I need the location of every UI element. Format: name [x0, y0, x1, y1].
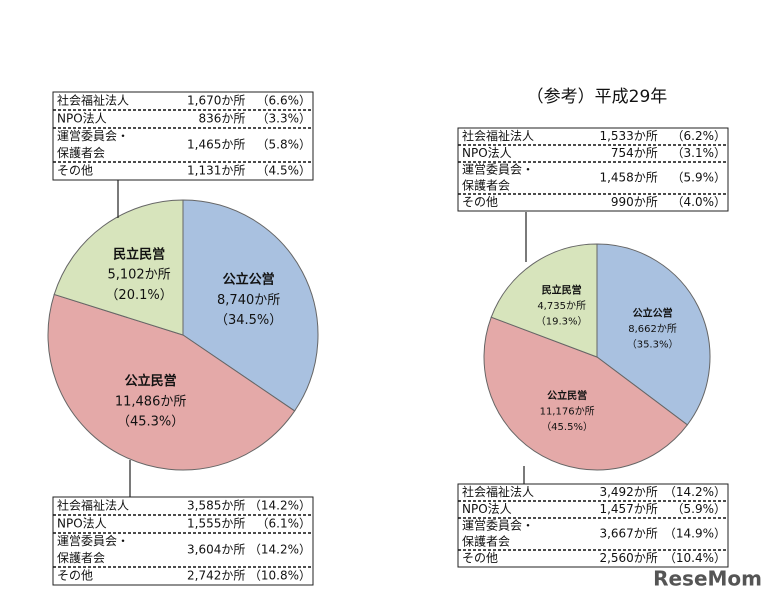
slice-percent-label: （45.5%）: [541, 421, 593, 433]
pie-slice: [47, 293, 296, 471]
slice-value-label: 11,486か所: [115, 394, 187, 409]
slice-value-label: 11,176か所: [540, 405, 595, 417]
row-share: （6.2%）: [672, 129, 727, 143]
table-box: [52, 496, 314, 586]
row-name: NPO法人: [57, 517, 107, 531]
slice-value-label: 8,740か所: [217, 293, 280, 308]
table-box: [457, 127, 729, 212]
slice-percent-label: （45.3%）: [117, 414, 184, 429]
row-count: 1,670か所: [187, 94, 245, 108]
row-name: 社会福祉法人: [57, 498, 129, 513]
row-count: 836か所: [198, 112, 245, 126]
row-name: その他: [462, 195, 498, 209]
row-share: （6.6%）: [257, 94, 312, 108]
pie-slice: [490, 243, 598, 358]
row-count: 1,131か所: [187, 164, 245, 178]
row-name: 社会福祉法人: [57, 93, 129, 108]
row-share: （3.1%）: [672, 146, 727, 160]
row-share: （5.9%）: [672, 171, 727, 185]
slice-percent-label: （34.5%）: [215, 313, 282, 328]
row-name: 保護者会: [462, 178, 510, 193]
row-share: （6.1%）: [257, 517, 312, 531]
row-count: 2,742か所: [187, 569, 245, 583]
row-share: （3.3%）: [257, 112, 312, 126]
row-share: （14.2%）: [249, 499, 311, 513]
slice-category: 公立民営: [547, 389, 587, 402]
row-name: 社会福祉法人: [462, 484, 534, 499]
row-count: 3,585か所: [187, 499, 245, 513]
slice-percent-label: （35.3%）: [627, 339, 679, 351]
row-name: 保護者会: [462, 534, 510, 549]
row-count: 3,604か所: [187, 543, 245, 557]
row-count: 3,667か所: [599, 527, 657, 541]
row-count: 2,560か所: [599, 551, 657, 565]
chart-title: （参考）平成29年: [527, 87, 668, 107]
row-name: 運営委員会・: [57, 534, 129, 548]
pie-slice: [53, 199, 184, 336]
row-share: （14.2%）: [249, 543, 311, 557]
row-share: （14.9%）: [664, 527, 726, 541]
row-name: その他: [57, 569, 93, 583]
row-count: 1,465か所: [187, 138, 245, 152]
row-name: NPO法人: [462, 146, 512, 160]
row-count: 1,555か所: [187, 517, 245, 531]
pie-slice: [483, 316, 689, 471]
row-count: 3,492か所: [599, 485, 657, 499]
row-count: 990か所: [611, 195, 658, 209]
pie-slice: [182, 199, 319, 412]
row-share: （14.2%）: [664, 485, 726, 499]
row-share: （4.5%）: [257, 164, 312, 178]
row-count: 1,458か所: [599, 171, 657, 185]
row-name: その他: [57, 164, 93, 178]
row-name: 保護者会: [57, 550, 105, 565]
row-name: 保護者会: [57, 145, 105, 160]
slice-value-label: 5,102か所: [107, 268, 170, 283]
table-box: [52, 91, 314, 181]
slice-percent-label: （20.1%）: [105, 288, 172, 303]
row-count: 754か所: [611, 146, 658, 160]
row-name: その他: [462, 551, 498, 565]
slice-category: 公立民営: [125, 373, 177, 389]
row-name: 運営委員会・: [462, 519, 534, 533]
watermark: ReseMom: [653, 567, 762, 591]
row-share: （5.9%）: [672, 502, 727, 516]
row-name: 運営委員会・: [57, 129, 129, 143]
row-name: 社会福祉法人: [462, 128, 534, 143]
slice-category: 民立民営: [113, 246, 165, 262]
table-box: [457, 483, 729, 568]
slice-category: 公立公営: [633, 307, 673, 320]
row-count: 1,533か所: [599, 129, 657, 143]
row-count: 1,457か所: [599, 502, 657, 516]
pie-slice: [596, 243, 711, 426]
slice-category: 公立公営: [223, 272, 275, 288]
row-share: （5.8%）: [257, 138, 312, 152]
slice-value-label: 4,735か所: [537, 300, 586, 312]
slice-value-label: 8,662か所: [628, 323, 677, 335]
row-share: （10.8%）: [249, 569, 311, 583]
slice-category: 民立民営: [542, 283, 582, 296]
slice-percent-label: （19.3%）: [536, 315, 588, 327]
row-name: NPO法人: [462, 502, 512, 516]
row-share: （4.0%）: [672, 195, 727, 209]
row-name: 運営委員会・: [462, 163, 534, 177]
row-name: NPO法人: [57, 112, 107, 126]
row-share: （10.4%）: [664, 551, 726, 565]
